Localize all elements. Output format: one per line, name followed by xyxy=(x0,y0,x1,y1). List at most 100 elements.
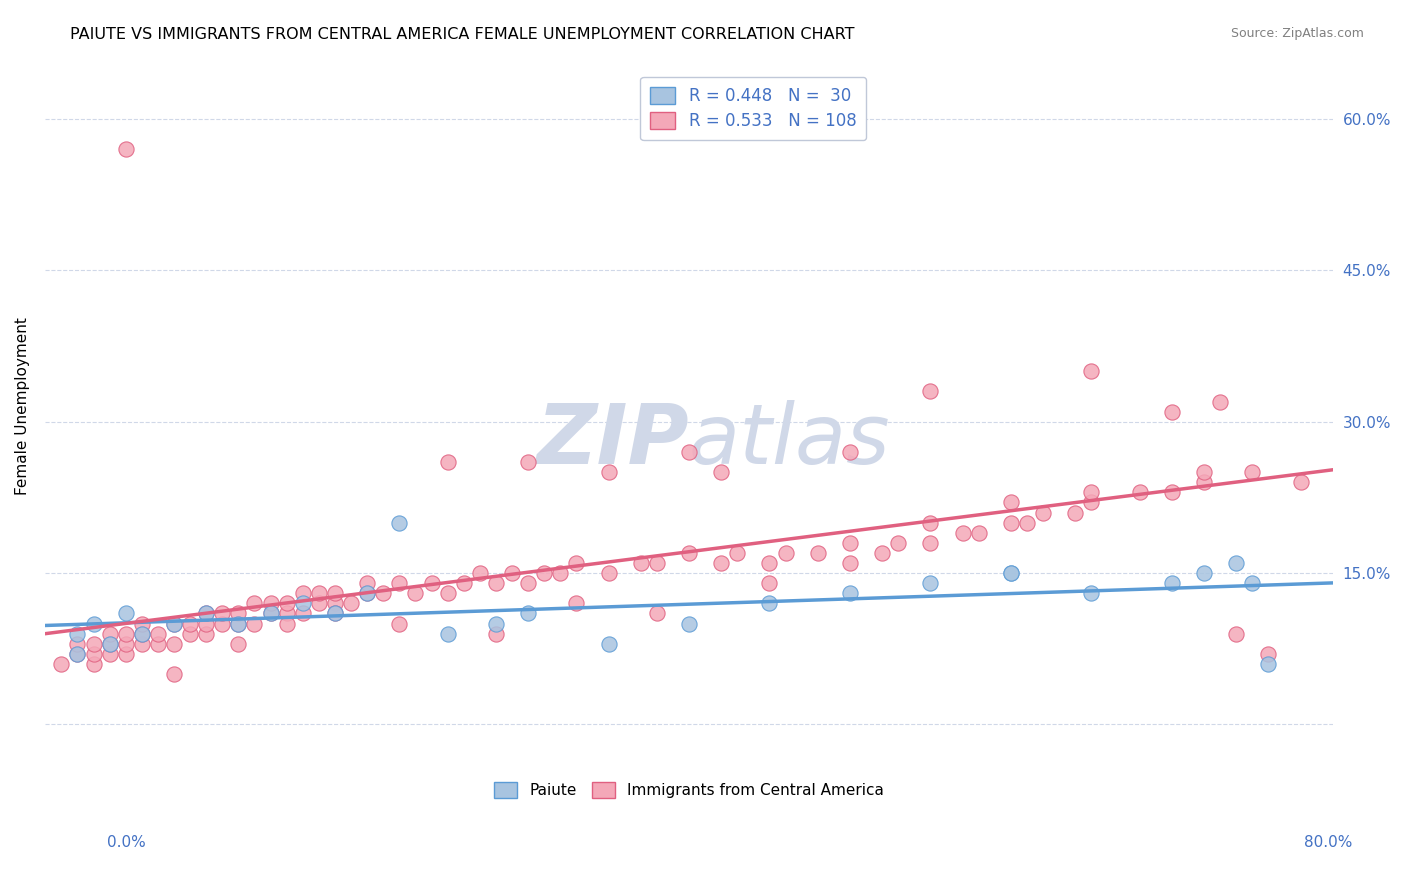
Point xyxy=(420,576,443,591)
Point xyxy=(967,525,990,540)
Point xyxy=(952,525,974,540)
Point xyxy=(323,586,346,600)
Point xyxy=(195,626,218,640)
Point xyxy=(179,626,201,640)
Point xyxy=(807,546,830,560)
Point xyxy=(98,626,121,640)
Point xyxy=(1160,576,1182,591)
Point xyxy=(340,596,363,610)
Legend: Paiute, Immigrants from Central America: Paiute, Immigrants from Central America xyxy=(488,776,890,805)
Point xyxy=(228,616,250,631)
Point xyxy=(678,616,700,631)
Point xyxy=(630,556,652,570)
Point xyxy=(485,626,508,640)
Point xyxy=(98,637,121,651)
Point xyxy=(404,586,426,600)
Point xyxy=(308,586,330,600)
Point xyxy=(195,616,218,631)
Point xyxy=(1129,485,1152,500)
Point xyxy=(163,616,186,631)
Point xyxy=(228,607,250,621)
Point xyxy=(468,566,491,580)
Point xyxy=(1064,506,1087,520)
Point xyxy=(758,556,780,570)
Point xyxy=(259,607,281,621)
Point xyxy=(920,576,942,591)
Point xyxy=(179,616,201,631)
Point xyxy=(1225,556,1247,570)
Point xyxy=(195,607,218,621)
Point xyxy=(565,596,588,610)
Point xyxy=(259,607,281,621)
Point xyxy=(1241,576,1264,591)
Text: PAIUTE VS IMMIGRANTS FROM CENTRAL AMERICA FEMALE UNEMPLOYMENT CORRELATION CHART: PAIUTE VS IMMIGRANTS FROM CENTRAL AMERIC… xyxy=(70,27,855,42)
Text: Source: ZipAtlas.com: Source: ZipAtlas.com xyxy=(1230,27,1364,40)
Point xyxy=(114,626,136,640)
Point xyxy=(388,576,411,591)
Point xyxy=(323,607,346,621)
Point xyxy=(598,566,620,580)
Point xyxy=(114,647,136,661)
Point xyxy=(146,637,169,651)
Point xyxy=(83,616,105,631)
Point xyxy=(243,596,266,610)
Point xyxy=(517,607,540,621)
Point xyxy=(388,516,411,530)
Point xyxy=(1015,516,1038,530)
Point xyxy=(323,596,346,610)
Point xyxy=(163,637,186,651)
Point xyxy=(1032,506,1054,520)
Point xyxy=(839,445,862,459)
Point xyxy=(131,637,153,651)
Point xyxy=(1000,566,1022,580)
Point xyxy=(1160,485,1182,500)
Point xyxy=(453,576,475,591)
Point xyxy=(758,576,780,591)
Point xyxy=(195,607,218,621)
Point xyxy=(1000,516,1022,530)
Point xyxy=(533,566,555,580)
Point xyxy=(259,596,281,610)
Point xyxy=(501,566,523,580)
Point xyxy=(645,607,668,621)
Point xyxy=(373,586,395,600)
Point xyxy=(887,535,910,549)
Point xyxy=(163,616,186,631)
Point xyxy=(485,616,508,631)
Point xyxy=(243,616,266,631)
Y-axis label: Female Unemployment: Female Unemployment xyxy=(15,318,30,495)
Point xyxy=(775,546,797,560)
Point xyxy=(710,465,733,479)
Point xyxy=(1289,475,1312,490)
Point xyxy=(839,586,862,600)
Point xyxy=(598,637,620,651)
Point xyxy=(1000,495,1022,509)
Point xyxy=(517,455,540,469)
Point xyxy=(276,607,298,621)
Point xyxy=(291,596,314,610)
Text: atlas: atlas xyxy=(689,400,890,481)
Point xyxy=(839,535,862,549)
Point xyxy=(66,647,89,661)
Point xyxy=(51,657,73,671)
Point xyxy=(83,647,105,661)
Point xyxy=(565,556,588,570)
Point xyxy=(98,637,121,651)
Point xyxy=(645,556,668,570)
Point xyxy=(1257,647,1279,661)
Point xyxy=(228,616,250,631)
Point xyxy=(83,657,105,671)
Point xyxy=(1080,586,1102,600)
Text: 80.0%: 80.0% xyxy=(1305,836,1353,850)
Point xyxy=(211,607,233,621)
Point xyxy=(388,616,411,631)
Point xyxy=(1080,364,1102,378)
Text: ZIP: ZIP xyxy=(537,400,689,481)
Point xyxy=(1241,465,1264,479)
Point xyxy=(1080,495,1102,509)
Point xyxy=(308,596,330,610)
Point xyxy=(323,607,346,621)
Point xyxy=(725,546,748,560)
Point xyxy=(131,626,153,640)
Point xyxy=(228,637,250,651)
